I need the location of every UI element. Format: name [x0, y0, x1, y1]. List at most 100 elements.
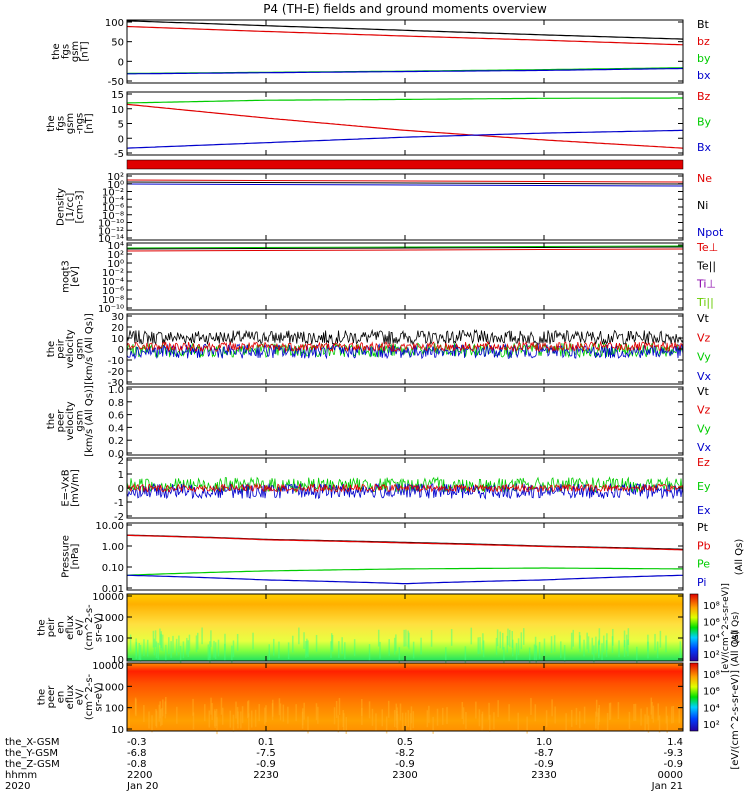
panel-frame — [126, 242, 684, 311]
y-tick-label: 10⁻² — [102, 188, 124, 199]
y-tick-label: 50 — [111, 38, 124, 49]
noise-trace — [126, 343, 684, 360]
spectrogram-texture — [517, 638, 520, 656]
x-tick-value: -8.2 — [395, 748, 415, 759]
x-tick-value: 2200 — [127, 770, 152, 781]
y-axis-label-line: [eV] — [70, 266, 81, 287]
spectrogram-texture — [565, 713, 567, 731]
y-tick-label: 1.00 — [102, 542, 124, 553]
spectrogram-texture — [287, 706, 289, 724]
y-tick-label: 10000 — [92, 592, 124, 603]
y-tick-label: 100 — [105, 704, 124, 715]
y-axis-label-density: Density[1/cc][cm-3] — [56, 188, 86, 226]
spectrogram-texture — [172, 635, 174, 653]
spectrogram-texture — [534, 636, 537, 654]
series-line-bx — [127, 67, 683, 75]
y-tick-label: 10⁻² — [102, 268, 124, 279]
mode-bar — [127, 160, 683, 169]
spectrogram-texture — [572, 629, 574, 647]
y-axis-label-line: fgs — [56, 116, 67, 131]
spectrogram-texture — [160, 633, 162, 651]
panel-frame — [126, 386, 684, 456]
y-tick-label: 100 — [105, 634, 124, 645]
series-line-Bz — [126, 103, 684, 149]
spectrogram-texture — [129, 634, 132, 652]
spectrogram-texture — [306, 638, 308, 656]
spectrogram-texture — [272, 699, 274, 717]
spectrogram-texture — [361, 698, 363, 716]
spectrogram-texture — [627, 628, 630, 645]
colorbar-tick-label: 10⁸ — [703, 670, 720, 681]
spectrogram-texture — [186, 637, 188, 655]
spectrogram-texture — [489, 714, 491, 732]
y-tick-label: 0.0 — [108, 449, 124, 460]
spectrogram-texture — [165, 644, 167, 662]
spectrogram-texture — [598, 628, 601, 646]
y-tick-label: 10 — [111, 655, 124, 666]
legend-Npot: Npot — [697, 226, 724, 239]
spectrogram-texture — [508, 704, 510, 722]
spectrogram-texture — [278, 698, 281, 716]
spectrogram-texture — [236, 706, 239, 724]
spectrogram-texture — [175, 638, 178, 656]
x-row-label: the_Y-GSM — [5, 748, 58, 759]
spectrogram-texture — [647, 715, 650, 733]
colorbar-label-side: (All Qs) — [731, 612, 741, 645]
spectrogram-texture — [315, 634, 318, 652]
spectrogram-texture — [499, 631, 502, 649]
spectrogram-texture — [188, 634, 191, 652]
colorbar-tick-label: 10⁴ — [703, 703, 720, 714]
y-axis-label-line: en — [56, 691, 67, 704]
legend-Vy: Vy — [697, 422, 711, 435]
spectrogram-texture — [235, 701, 237, 719]
y-axis-label-line: eflux — [65, 685, 76, 710]
spectrogram-texture — [587, 636, 590, 654]
x-row-label: the_X-GSM — [5, 737, 59, 748]
y-axis-label-line: [km/s (All Qs)] — [84, 385, 95, 457]
spectrogram-texture — [611, 636, 614, 653]
spectrogram-texture — [251, 710, 253, 728]
spectrogram-texture — [165, 697, 167, 715]
y-tick-label: 20 — [111, 323, 124, 334]
spectrogram-texture — [139, 644, 142, 662]
spectrogram-texture — [254, 709, 257, 727]
spectrogram-texture — [534, 704, 537, 722]
panel-pressure: 10.00 1.00 0.10 0.01 Pressure[nPa] Pt Pb Pe Pi — [60, 521, 710, 595]
y-tick-label: 1.0 — [108, 385, 124, 396]
y-axis-label-line: -ngs — [75, 113, 86, 135]
spectrogram-texture — [210, 630, 212, 648]
y-tick-label: 15 — [111, 90, 124, 101]
spectrogram-texture — [659, 630, 662, 648]
density-trace-Npot — [126, 183, 684, 187]
spectrogram-texture — [395, 634, 397, 652]
y-axis-label-line: [nPa] — [70, 543, 81, 569]
y-axis-label-line: eflux — [65, 615, 76, 640]
spectrogram-texture — [407, 630, 409, 648]
spectrogram-texture — [247, 713, 250, 731]
x-tick-value: 2300 — [392, 770, 417, 781]
spectrogram-texture — [560, 641, 562, 659]
spectrogram-texture — [315, 703, 318, 721]
spectrogram-texture — [408, 632, 410, 650]
spectrogram-texture — [341, 637, 343, 654]
y-axis-label-line: (cm^2-s- — [84, 673, 95, 720]
y-axis-label-pressure: Pressure[nPa] — [60, 535, 81, 578]
spectrogram-texture — [583, 639, 585, 657]
colorbar-label-side-text: (All Qs) — [731, 612, 741, 645]
spectrogram-texture — [550, 636, 553, 653]
spectrogram-texture — [428, 705, 430, 723]
x-axis-annotation: the_X-GSMthe_Y-GSMthe_Z-GSMhhmm2020-0.3-… — [5, 737, 683, 792]
y-tick-label: -20 — [108, 367, 124, 378]
spectrogram-texture — [158, 704, 161, 722]
legend-Vx: Vx — [697, 370, 712, 383]
legend-Vt: Vt — [697, 312, 710, 325]
spectrogram-texture — [361, 707, 363, 725]
spectrogram-texture — [445, 647, 447, 664]
y-tick-label: 10 — [111, 725, 124, 736]
spectrogram-texture — [654, 633, 656, 651]
pressure-side-label-text: (All Qs) — [734, 539, 745, 576]
series-line-Pe — [126, 567, 683, 576]
